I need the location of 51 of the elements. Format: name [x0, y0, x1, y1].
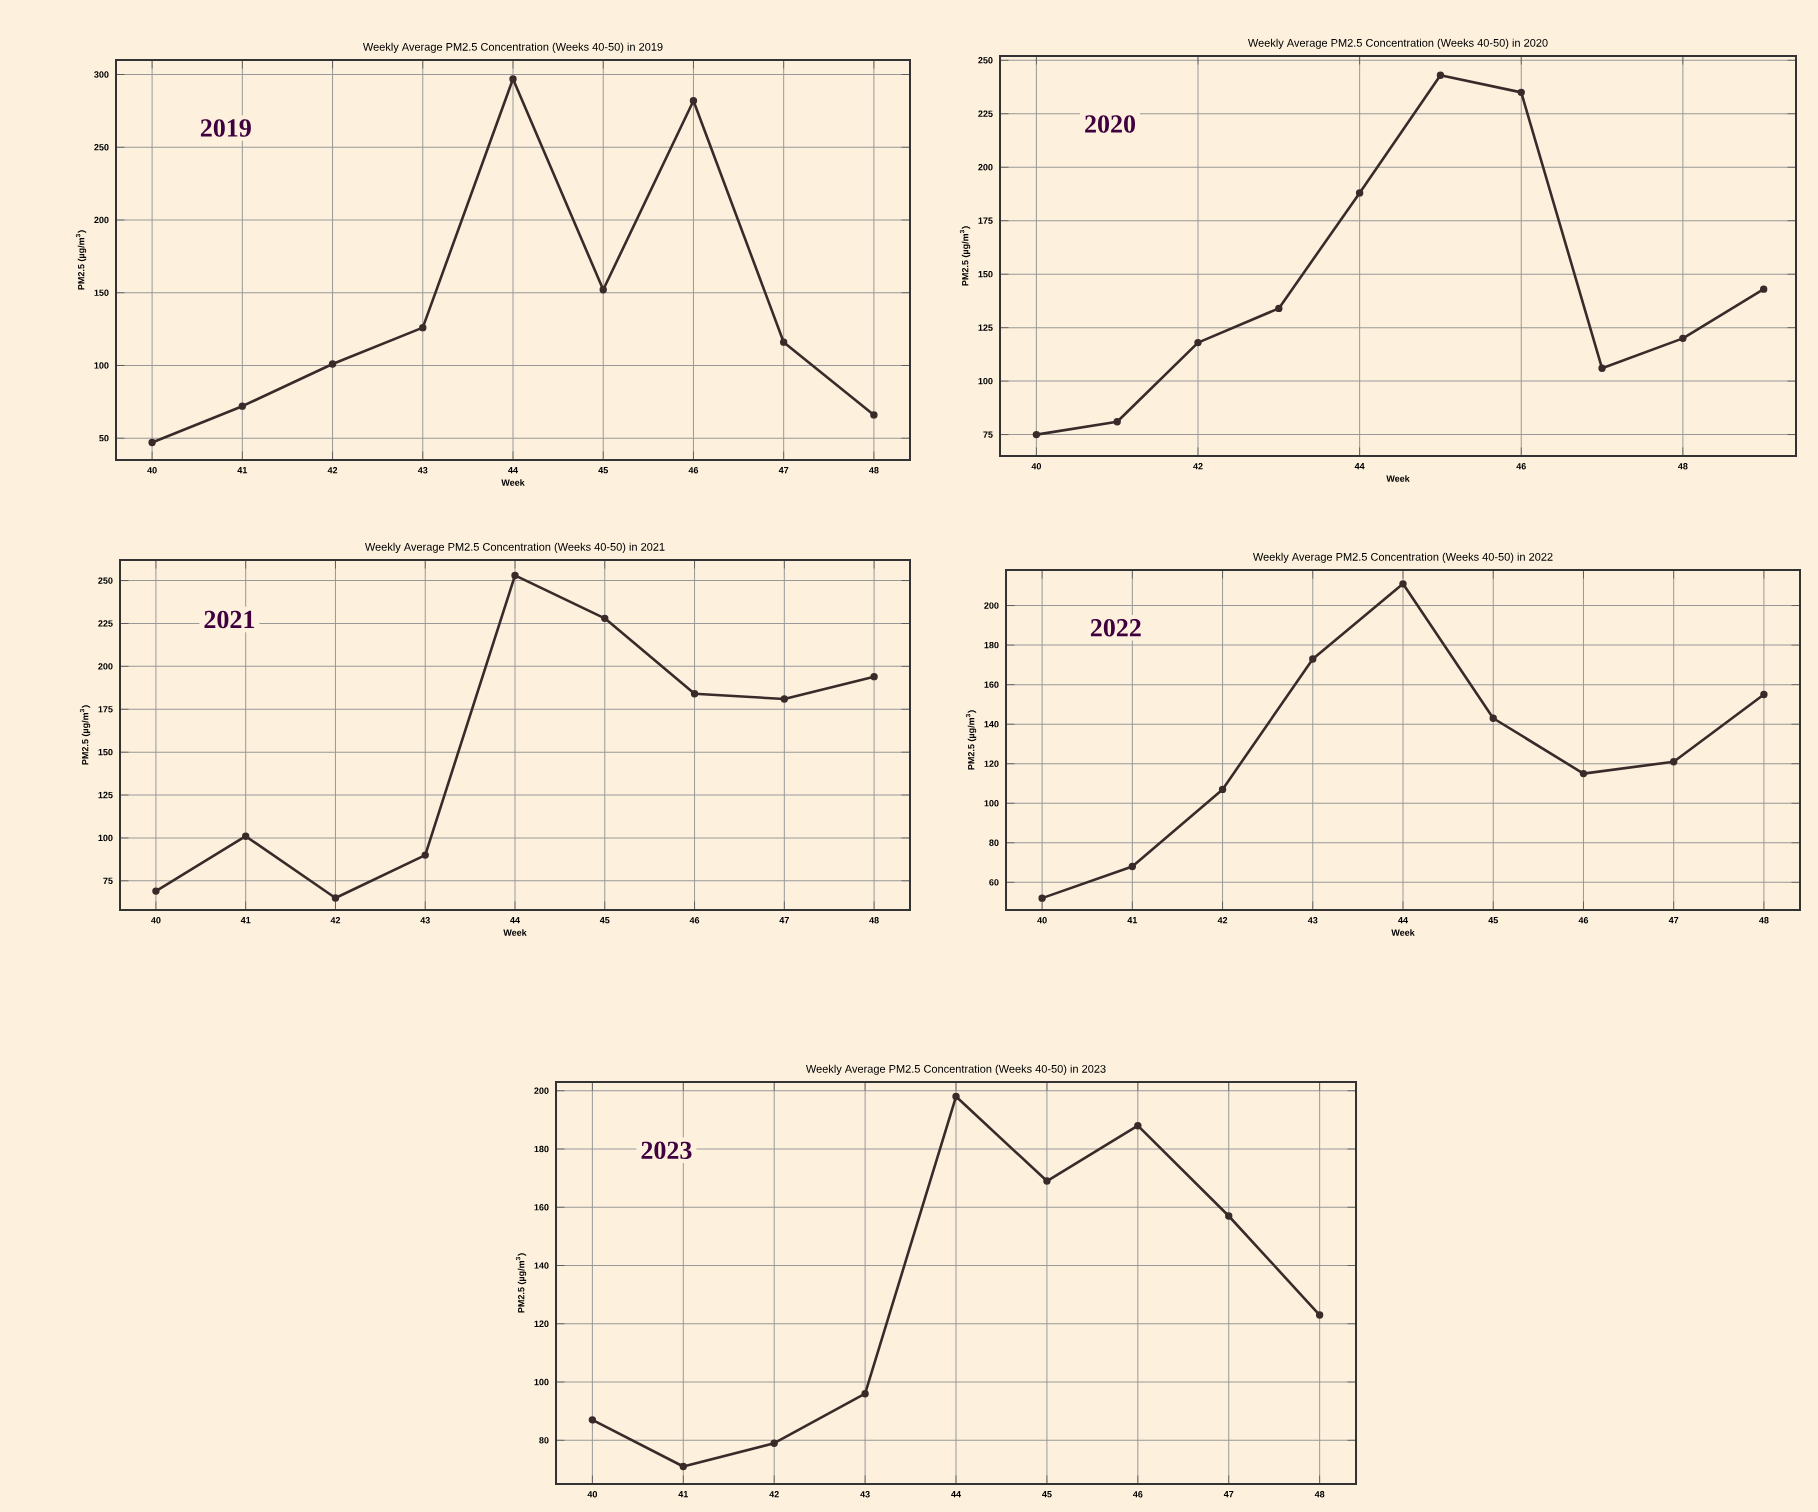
point — [1436, 71, 1445, 79]
point — [509, 75, 517, 83]
point — [601, 614, 609, 623]
point — [679, 1462, 687, 1471]
point — [148, 438, 156, 447]
point — [599, 286, 607, 294]
annotation: 2019 — [200, 119, 251, 137]
point — [588, 1416, 597, 1424]
point — [779, 338, 788, 346]
point — [1194, 338, 1202, 347]
point — [1038, 894, 1046, 902]
point — [328, 360, 337, 368]
point — [152, 887, 160, 895]
point — [1517, 88, 1525, 97]
point — [770, 1439, 778, 1447]
point — [780, 695, 789, 703]
point — [1309, 655, 1317, 663]
point — [1598, 364, 1606, 372]
point — [689, 97, 698, 105]
point — [1113, 418, 1121, 426]
point — [419, 323, 427, 332]
point — [1134, 1121, 1142, 1130]
point — [1218, 785, 1227, 794]
point — [1760, 690, 1768, 699]
point — [690, 690, 699, 698]
point — [1315, 1311, 1324, 1319]
annotation: 2022 — [1090, 619, 1141, 637]
point — [870, 411, 878, 419]
point — [1128, 862, 1137, 871]
point — [1759, 285, 1768, 293]
point — [238, 402, 247, 410]
point — [1032, 430, 1041, 439]
point — [1669, 758, 1678, 766]
point — [1043, 1177, 1051, 1185]
point — [1679, 334, 1687, 343]
point — [952, 1092, 960, 1101]
point — [1225, 1212, 1233, 1220]
point — [1399, 580, 1407, 588]
annotation: 2020 — [1085, 115, 1136, 133]
annotation: 2021 — [204, 610, 255, 629]
point — [1355, 189, 1364, 197]
point — [1579, 769, 1588, 778]
point — [511, 571, 519, 580]
point — [241, 832, 250, 840]
annotation: 2023 — [641, 1141, 692, 1160]
point — [861, 1389, 869, 1398]
point — [1275, 304, 1283, 313]
point — [870, 672, 878, 681]
point — [421, 851, 429, 859]
point — [331, 894, 340, 902]
point — [1489, 714, 1497, 722]
